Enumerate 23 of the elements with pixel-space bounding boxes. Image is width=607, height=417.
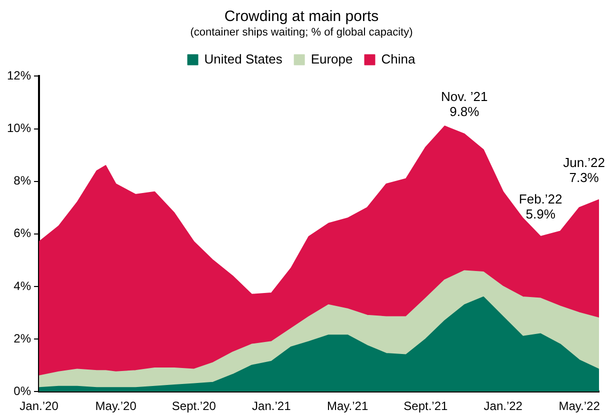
chart-title: Crowding at main ports (224, 8, 379, 26)
x-tick-label: Sept.’21 (404, 399, 448, 414)
x-tick-label: May.’22 (558, 399, 600, 414)
y-tick-label: 6% (14, 226, 32, 240)
x-tick-label: Sept.’20 (172, 399, 216, 414)
y-tick-label: 2% (14, 331, 32, 346)
x-tick-label: May.’21 (327, 399, 368, 414)
y-tick-label: 8% (14, 174, 32, 188)
x-tick-label: Jan.’20 (20, 399, 59, 414)
annotation: Jun.’22 7.3% (563, 154, 605, 185)
annotation: Feb.’22 5.9% (518, 192, 562, 222)
chart-subtitle: (container ships waiting; % of global capacity) (190, 26, 413, 39)
y-tick-label: 12% (6, 68, 32, 83)
legend-label: Europe (310, 51, 353, 66)
x-tick-label: Jan.’22 (484, 399, 523, 414)
legend-label: China (381, 51, 416, 66)
x-tick-label: May.’20 (95, 399, 137, 414)
legend-label: United States (204, 51, 283, 66)
x-tick-label: Jan.’21 (252, 399, 292, 414)
annotation: Nov. ’21 9.8% (441, 89, 488, 120)
y-tick-label: 10% (6, 121, 32, 136)
y-tick-label: 0% (14, 384, 32, 398)
y-tick-label: 4% (14, 278, 32, 293)
